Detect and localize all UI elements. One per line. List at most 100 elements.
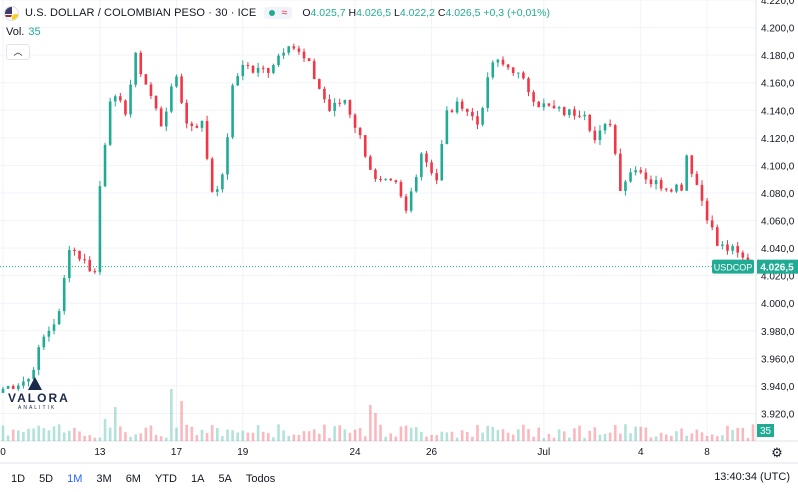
candle-body (384, 178, 387, 180)
candle-body (435, 173, 438, 181)
candle-body (119, 96, 122, 101)
volume-bar (379, 424, 382, 441)
candle-body (267, 68, 270, 73)
candle-body (241, 64, 245, 77)
x-tick-label: 8 (704, 447, 710, 458)
volume-bar (445, 432, 449, 441)
candle-body (644, 172, 648, 180)
candle-body (287, 46, 291, 53)
volume-bar (164, 437, 168, 441)
volume-bar (37, 425, 41, 441)
timeframe-5d[interactable]: 5D (39, 473, 54, 485)
candle-body (57, 311, 61, 325)
volume-bar (144, 427, 148, 441)
candle-body (685, 155, 688, 191)
candle-body (414, 177, 418, 192)
volume-bar (537, 427, 541, 441)
candle-body (736, 246, 739, 253)
volume-bar (302, 431, 306, 441)
timeframe-5a[interactable]: 5A (218, 473, 232, 485)
candle-body (277, 55, 280, 66)
volume-bar (318, 433, 321, 441)
candle-body (517, 72, 520, 74)
volume-bar (680, 428, 683, 441)
volume-badge (757, 424, 774, 437)
volume-bar (613, 425, 617, 441)
volume-bar (710, 434, 714, 441)
market-status[interactable]: ≈ (264, 7, 293, 19)
price-badge-symbol: USDCOP (714, 263, 753, 273)
candle-body (103, 144, 107, 187)
candle-body (715, 227, 719, 246)
candle-body (98, 186, 102, 273)
volume-bar (251, 432, 255, 441)
candle-body (333, 102, 336, 111)
y-tick-label: 4.180,0 (761, 51, 795, 62)
volume-bar (644, 427, 648, 441)
volume-bar (425, 436, 428, 441)
y-tick-label: 4.200,0 (761, 24, 795, 35)
volume-bar (532, 436, 535, 441)
candle-body (649, 179, 653, 185)
volume-bar (471, 436, 474, 441)
y-tick-label: 4.060,0 (761, 217, 795, 228)
candle-body (603, 123, 607, 131)
timeframe-3m[interactable]: 3M (96, 473, 112, 485)
symbol-title[interactable]: U.S. DOLLAR / COLOMBIAN PESO · 30 · ICE (25, 7, 257, 19)
volume-bar (440, 431, 444, 441)
y-tick-label: 4.000,0 (761, 299, 795, 310)
collapse-legend-button[interactable]: ︿ (6, 44, 30, 60)
volume-bar (292, 434, 296, 441)
candle-body (6, 386, 10, 389)
candle-body (496, 59, 500, 63)
volume-bar (47, 430, 51, 441)
candle-body (705, 200, 709, 221)
volume-bar (542, 437, 546, 441)
candle-body (307, 58, 311, 62)
volume-bar (68, 430, 71, 441)
timeframe-todos[interactable]: Todos (245, 473, 276, 485)
timeframe-1d[interactable]: 1D (11, 473, 26, 485)
volume-bar (282, 430, 285, 441)
candle-body (588, 114, 592, 131)
timeframe-1a[interactable]: 1A (190, 473, 205, 485)
volume-badge-value: 35 (760, 426, 772, 437)
settings-gear-icon[interactable]: ⚙ (771, 445, 783, 460)
candle-body (205, 121, 209, 159)
candle-body (246, 64, 250, 66)
candle-body (256, 67, 260, 73)
candle-body (654, 180, 658, 185)
volume-bar (506, 432, 510, 441)
timeframe-1m[interactable]: 1M (67, 473, 83, 485)
candle-body (578, 115, 581, 117)
volume-bar (649, 437, 653, 441)
volume-bar (404, 425, 408, 441)
candle-body (731, 246, 734, 251)
volume-bar (522, 424, 525, 441)
volume-bar (17, 430, 20, 441)
candle-body (450, 110, 454, 113)
y-tick-label: 4.220,0 (761, 0, 795, 7)
volume-legend[interactable]: Vol. 35 (6, 26, 41, 38)
timeframe-6m[interactable]: 6M (125, 473, 141, 485)
candle-body (710, 220, 714, 228)
volume-bar (608, 432, 612, 441)
clock-readout[interactable]: 13:40:34 (UTC) (714, 471, 790, 483)
candle-body (506, 64, 510, 68)
volume-bar (465, 431, 469, 441)
volume-bar (578, 425, 581, 441)
volume-bar (588, 430, 592, 441)
candle-body (537, 101, 541, 108)
low-value: 4.022,2 (399, 7, 435, 19)
candle-body (312, 61, 316, 80)
volume-bar (511, 434, 515, 441)
x-tick-label: 24 (349, 447, 361, 458)
volume-bar (746, 437, 750, 441)
candle-body (486, 77, 489, 108)
candle-body (231, 85, 234, 138)
volume-bar (343, 429, 347, 441)
volume-bar (552, 437, 556, 441)
volume-bar (62, 432, 66, 441)
timeframe-ytd[interactable]: YTD (154, 473, 177, 485)
